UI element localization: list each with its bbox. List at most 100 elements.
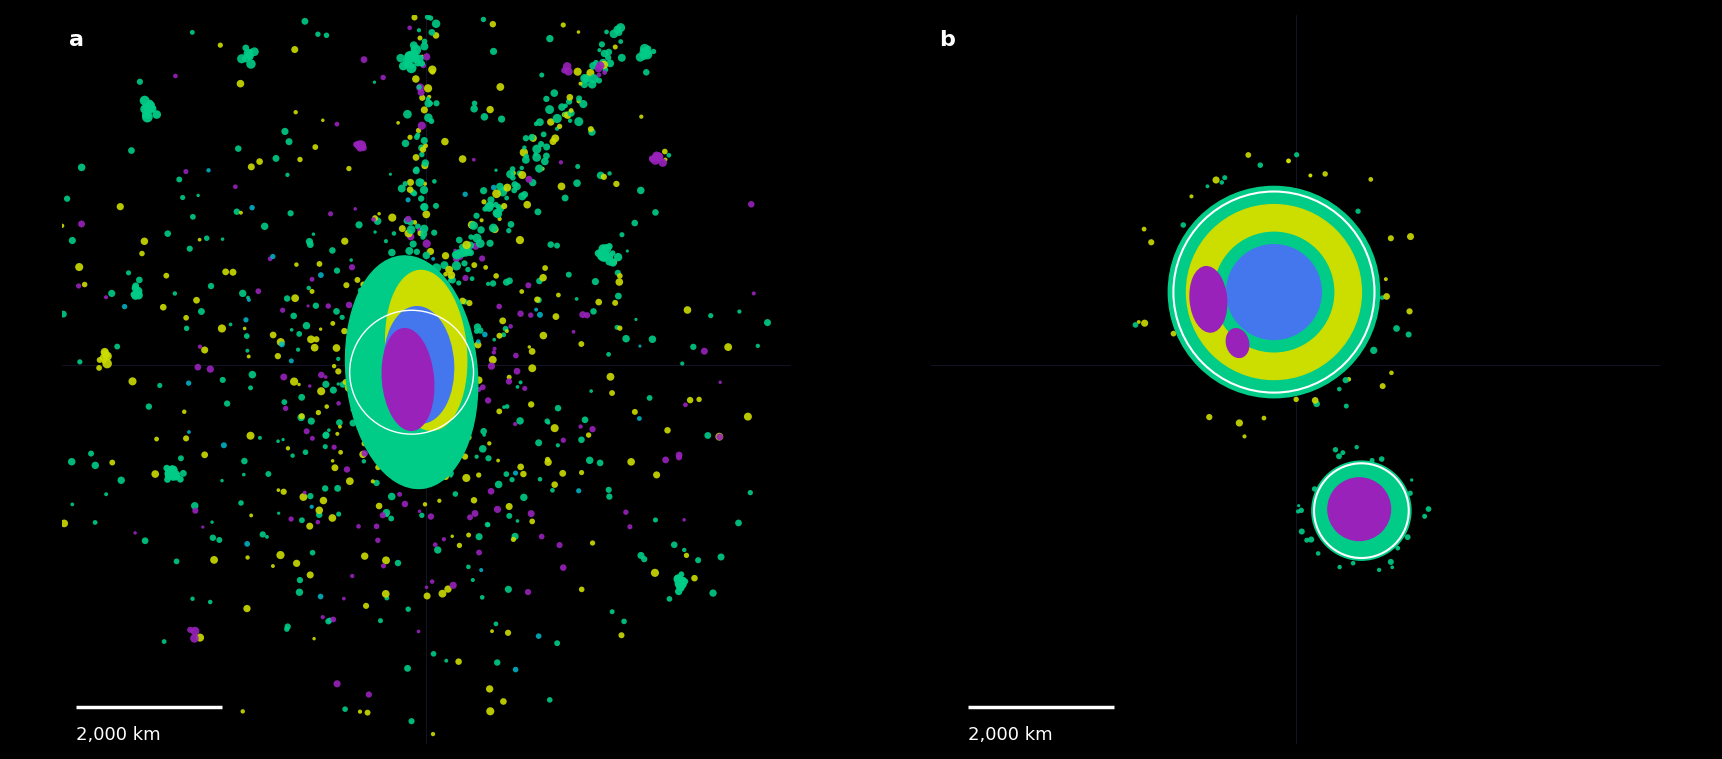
Point: [313, 30, 341, 42]
Point: [138, 99, 165, 111]
Point: [365, 500, 393, 512]
Point: [350, 316, 377, 328]
Point: [377, 168, 405, 181]
Point: [415, 310, 443, 322]
Point: [396, 459, 424, 471]
Point: [319, 317, 346, 329]
Point: [420, 317, 448, 329]
Point: [496, 500, 523, 512]
Point: [310, 494, 338, 506]
Point: [367, 398, 394, 411]
Point: [265, 507, 293, 519]
Point: [1360, 345, 1388, 357]
Point: [176, 426, 203, 438]
Point: [1195, 411, 1223, 424]
Point: [477, 485, 505, 497]
Point: [398, 372, 425, 384]
Point: [491, 200, 518, 213]
Point: [474, 395, 501, 407]
Point: [344, 274, 372, 286]
Point: [434, 583, 461, 595]
Point: [374, 350, 401, 362]
Point: [439, 531, 467, 543]
Point: [406, 32, 434, 44]
Point: [351, 422, 379, 434]
Point: [642, 469, 670, 481]
Point: [492, 323, 520, 335]
Point: [1331, 374, 1359, 386]
Point: [167, 452, 195, 465]
Point: [582, 57, 610, 69]
Point: [585, 457, 613, 469]
Point: [406, 336, 434, 348]
Point: [394, 421, 422, 433]
Point: [207, 39, 234, 52]
Point: [475, 452, 503, 465]
Point: [393, 356, 420, 368]
Point: [563, 160, 591, 172]
Point: [541, 87, 568, 99]
Point: [410, 363, 437, 375]
Point: [255, 468, 282, 480]
Point: [422, 97, 449, 109]
Point: [734, 411, 761, 423]
Point: [400, 39, 427, 52]
Point: [374, 592, 401, 604]
Point: [410, 143, 437, 156]
Point: [338, 391, 365, 403]
Point: [563, 177, 591, 189]
Point: [282, 557, 310, 569]
Point: [673, 550, 701, 562]
Point: [374, 390, 401, 402]
Point: [477, 360, 505, 372]
Text: 2,000 km: 2,000 km: [968, 726, 1052, 744]
Point: [267, 549, 294, 561]
Point: [165, 174, 193, 186]
Point: [610, 616, 637, 628]
Point: [496, 376, 523, 388]
Point: [81, 459, 108, 471]
Point: [258, 560, 286, 572]
Point: [77, 448, 105, 460]
Point: [425, 380, 453, 392]
Point: [229, 288, 257, 300]
Point: [653, 454, 680, 466]
Point: [405, 274, 432, 286]
Point: [511, 188, 539, 200]
Point: [169, 191, 196, 203]
Point: [1304, 547, 1331, 559]
Point: [422, 344, 449, 356]
Point: [412, 159, 439, 172]
Point: [554, 109, 582, 121]
Point: [417, 12, 444, 24]
Point: [396, 341, 424, 353]
Point: [386, 488, 413, 500]
Point: [436, 374, 463, 386]
Point: [525, 294, 553, 306]
Point: [269, 304, 296, 317]
Point: [725, 305, 753, 317]
Point: [470, 14, 498, 26]
Point: [358, 443, 386, 455]
Point: [455, 529, 482, 541]
Point: [630, 45, 658, 57]
Point: [477, 200, 505, 212]
Point: [393, 400, 420, 412]
Point: [370, 354, 398, 367]
Point: [592, 243, 620, 255]
Point: [517, 398, 544, 411]
Point: [492, 325, 520, 337]
Point: [370, 415, 398, 427]
Point: [541, 132, 568, 144]
Point: [465, 531, 492, 543]
Point: [286, 328, 313, 340]
Point: [183, 294, 210, 307]
Point: [405, 24, 432, 36]
Point: [153, 269, 181, 282]
Point: [432, 333, 460, 345]
Point: [391, 342, 418, 354]
Point: [486, 478, 513, 490]
Point: [480, 346, 508, 358]
Point: [570, 78, 598, 90]
Point: [413, 364, 441, 376]
